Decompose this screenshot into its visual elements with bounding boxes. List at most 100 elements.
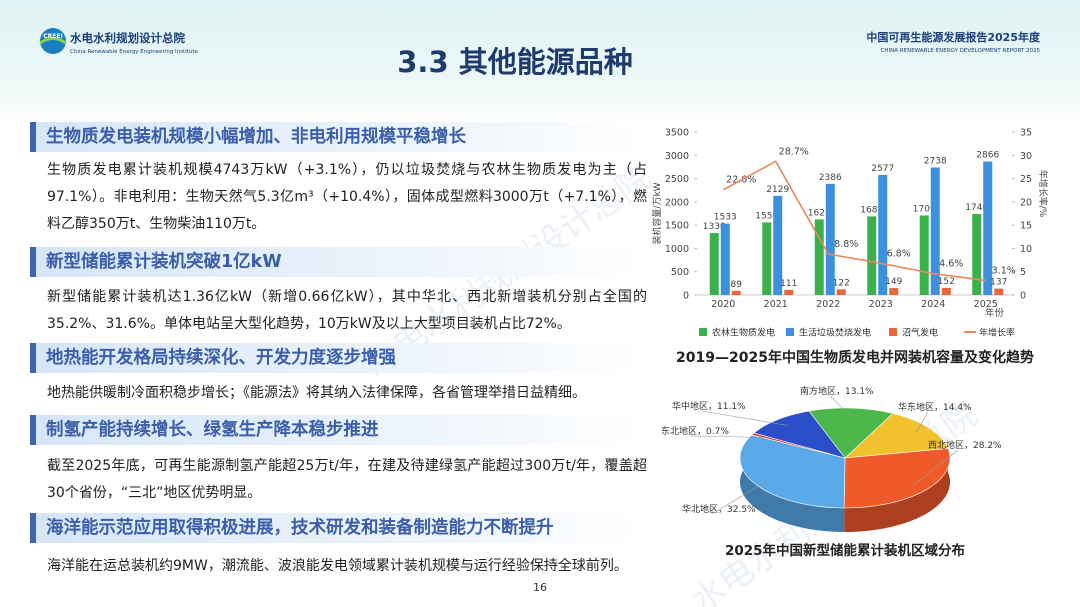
y2-tick-label: 35 — [1020, 128, 1032, 139]
pie-label-value-label: 13.1% — [845, 387, 874, 397]
pie-slice — [843, 448, 951, 509]
bar — [709, 233, 719, 295]
pie-label-value-label: 11.1% — [717, 402, 746, 412]
y2-tick-label: 10 — [1020, 244, 1032, 255]
pie-label: 华中地区，11.1% — [672, 400, 746, 412]
y2-axis-label: 年增长率/% — [1037, 170, 1049, 218]
x-tick-label: 2021 — [764, 299, 788, 310]
bar — [972, 213, 982, 295]
org-name: 水电水利规划设计总院 — [70, 31, 185, 45]
report-title: 中国可再生能源发展报告2025年度 — [866, 30, 1041, 44]
bar — [836, 289, 846, 295]
y2-tick-label: 15 — [1020, 221, 1032, 232]
legend-label: 年增长率 — [979, 327, 1015, 339]
legend-label: 沼气发电 — [902, 327, 938, 339]
pie-label-value-label: 32.5% — [727, 505, 756, 515]
bar — [919, 215, 929, 295]
legend-label: 农林生物质发电 — [712, 327, 775, 339]
pie-slice — [753, 410, 846, 459]
bar-value-label: 2129 — [766, 185, 789, 195]
pie-label: 南方地区，13.1% — [800, 385, 874, 397]
y2-tick-label: 30 — [1020, 151, 1032, 162]
line-value-label: 28.7% — [779, 146, 809, 157]
bar — [784, 289, 794, 295]
x-tick-label: 2025 — [974, 299, 998, 310]
y-axis-label: 装机容量/万kW — [651, 182, 663, 244]
leader-line — [701, 410, 788, 426]
pie-label: 东北地区，0.7% — [661, 425, 729, 437]
y2-tick-label: 0 — [1020, 291, 1026, 302]
bar-value-label: 152 — [938, 277, 955, 287]
bar — [941, 287, 951, 295]
pie-label: 华东地区，14.4% — [898, 401, 972, 413]
section-body: 生物质发电累计装机规模4743万kW（+3.1%），仍以垃圾焚烧与农林生物质发电… — [47, 162, 647, 232]
x-tick-label: 2024 — [921, 299, 945, 310]
section-body: 海洋能在运总装机约9MW，潮流能、波浪能发电领域累计装机规模与运行经验保持全球前… — [47, 558, 628, 574]
y-tick-label: 500 — [671, 267, 689, 278]
legend-marker — [786, 328, 794, 336]
bar — [930, 167, 940, 295]
section-body: 新型储能累计装机达1.36亿kW（新增0.66亿kW），其中华北、西北新增装机分… — [47, 289, 647, 332]
report-title-en: CHINA RENEWABLE ENERGY DEVELOPMENT REPOR… — [881, 48, 1041, 54]
pie-label: 华北地区，32.5% — [682, 503, 756, 515]
bar — [773, 195, 783, 295]
bar — [731, 290, 741, 295]
bar — [889, 288, 899, 295]
bar-value-label: 1688 — [860, 205, 883, 215]
leader-line — [913, 449, 959, 486]
bar-value-label: 2386 — [819, 173, 842, 183]
pie-label-value-label: 0.7% — [706, 427, 729, 437]
bar-value-label: 2738 — [924, 156, 947, 166]
y-tick-label: 1000 — [665, 244, 689, 255]
leader-line — [690, 435, 767, 438]
logo-swoosh — [39, 37, 67, 45]
x-tick-label: 2023 — [869, 299, 893, 310]
bar — [994, 288, 1004, 295]
x-tick-label: 2020 — [711, 299, 735, 310]
chart-title: 2025年中国新型储能累计装机区域分布 — [725, 542, 965, 559]
bar-value-label: 2866 — [976, 151, 999, 161]
pie-slice — [739, 434, 846, 509]
y-tick-label: 1500 — [665, 221, 689, 232]
pie-label-category: 西北地区， — [928, 439, 973, 451]
bar — [720, 223, 730, 295]
pie-slice — [808, 407, 894, 459]
x-axis-label: 年份 — [985, 307, 1005, 319]
pie-label: 西北地区，28.2% — [928, 439, 1002, 451]
section-heading: 海洋能示范应用取得积极进展，技术研发和装备制造能力不断提升 — [30, 513, 640, 543]
legend-marker — [699, 328, 707, 336]
line-value-label: 6.8% — [887, 248, 911, 259]
section-body: 地热能供暖制冷面积稳步增长；《能源法》将其纳入法律保障，各省管理举措日益精细。 — [47, 385, 586, 401]
legend-marker — [889, 328, 897, 336]
section-heading: 地热能开发格局持续深化、开发力度逐步增强 — [30, 343, 640, 373]
leader-line — [916, 411, 929, 433]
growth-line — [722, 160, 986, 282]
y2-tick-label: 5 — [1020, 267, 1026, 278]
chart-title: 2019—2025年中国生物质发电并网装机容量及变化趋势 — [676, 349, 1034, 366]
legend-label: 生活垃圾焚烧发电 — [799, 327, 871, 339]
bar — [983, 161, 993, 295]
bar — [825, 183, 835, 295]
y2-tick-label: 25 — [1020, 174, 1032, 185]
pie-label-category: 东北地区， — [661, 425, 706, 437]
leader-line — [829, 395, 851, 416]
bar-value-label: 149 — [885, 277, 902, 287]
pie-label-value-label: 14.4% — [943, 403, 972, 413]
line-value-label: 8.8% — [834, 239, 858, 250]
leader-line — [711, 479, 769, 515]
pie-label-value-label: 28.2% — [973, 441, 1002, 451]
bar — [878, 174, 888, 295]
bar-value-label: 1330 — [703, 222, 726, 232]
logo — [40, 28, 66, 54]
pie-slice-side — [844, 448, 951, 532]
bar-value-label: 1533 — [714, 213, 737, 223]
pie-label-category: 华东地区， — [898, 401, 943, 413]
bar-value-label: 1740 — [965, 203, 988, 213]
page-number: 16 — [533, 581, 547, 594]
section-body: 截至2025年底，可再生能源制氢产能超25万t/年，在建及待建绿氢产能超过300… — [47, 458, 647, 501]
pie-slice — [844, 413, 949, 459]
section-heading: 制氢产能持续增长、绿氢生产降本稳步推进 — [30, 415, 640, 445]
line-value-label: 4.6% — [939, 259, 963, 270]
bar — [814, 219, 824, 295]
